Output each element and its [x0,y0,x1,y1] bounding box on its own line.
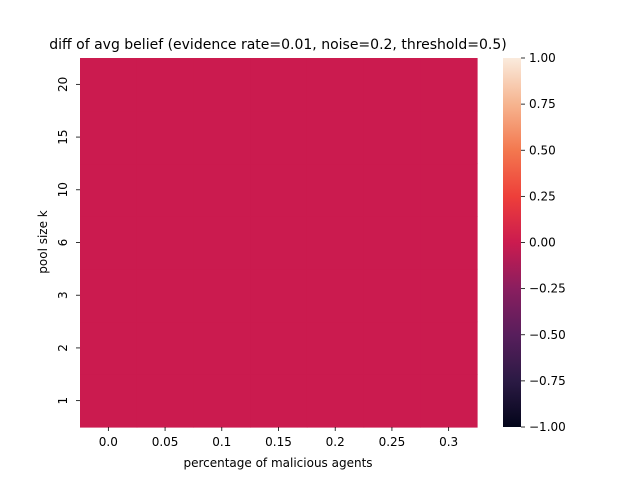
colorbar-tick-label: 0.00 [529,236,556,250]
colorbar-tick-label: 1.00 [529,51,556,65]
x-axis-label: percentage of malicious agents [183,456,372,470]
colorbar-tick-label: 0.75 [529,97,556,111]
heatmap-cell [250,216,308,270]
y-axis-label: pool size k [36,210,50,274]
heatmap-cell [193,58,251,112]
x-axis-ticks: 0.0 0.05 0.1 0.15 0.2 0.25 0.3 [99,427,458,449]
heatmap-cell [363,268,421,323]
colorbar-tick-label: −0.25 [529,282,566,296]
heatmap-cell [193,374,251,428]
heatmap-cell [80,58,138,112]
heatmap-cell [80,110,138,165]
heatmap-cell [80,321,138,375]
heatmap-cell [363,110,421,165]
heatmap-cell [193,110,251,165]
heatmap-cell [363,163,421,217]
heatmap-cell [420,268,478,323]
heatmap-cell [363,374,421,428]
heatmap-cell [306,374,365,428]
heatmap-cell [250,268,308,323]
y-tick-label: 10 [56,182,70,197]
heatmap-cell [306,110,365,165]
y-axis-ticks: 1 2 3 6 10 15 20 [56,77,80,405]
heatmap-cell [306,163,365,217]
colorbar [503,58,521,427]
heatmap-cell [420,110,478,165]
y-tick-label: 1 [56,397,70,405]
heatmap-cell [193,321,251,375]
colorbar-ticks: 1.00 0.75 0.50 0.25 0.00 −0.25 −0.50 −0.75 −1.00 [521,51,566,434]
heatmap-cell [363,321,421,375]
heatmap-cell [420,321,478,375]
colorbar-tick-label: −0.50 [529,328,566,342]
y-tick-label: 2 [56,344,70,352]
heatmap-cell [80,374,138,428]
colorbar-tick-label: −0.75 [529,374,566,388]
heatmap-cell [250,58,308,112]
x-tick-label: 0.25 [379,435,406,449]
x-tick-label: 0.15 [265,435,292,449]
colorbar-tick-label: −1.00 [529,420,566,434]
heatmap-cell [136,268,195,323]
heatmap-cell [250,110,308,165]
heatmap-cell [136,163,195,217]
y-tick-label: 6 [56,239,70,247]
heatmap-cell [136,216,195,270]
heatmap-cell [80,216,138,270]
heatmap-cell [420,216,478,270]
heatmap-cell [306,321,365,375]
heatmap-cell [250,321,308,375]
colorbar-tick-label: 0.25 [529,189,556,203]
heatmap-cell [136,374,195,428]
heatmap-cell [363,216,421,270]
heatmap-cell [250,374,308,428]
x-tick-label: 0.3 [439,435,458,449]
heatmap-cell [136,110,195,165]
heatmap-cells [80,58,478,428]
heatmap-cell [80,163,138,217]
heatmap-cell [306,216,365,270]
heatmap-cell [136,321,195,375]
x-tick-label: 0.1 [212,435,231,449]
heatmap-cell [420,163,478,217]
heatmap-cell [420,374,478,428]
heatmap-cell [193,268,251,323]
heatmap-cell [363,58,421,112]
x-tick-label: 0.05 [152,435,179,449]
heatmap-cell [136,58,195,112]
colorbar-tick-label: 0.50 [529,143,556,157]
heatmap-cell [250,163,308,217]
heatmap-cell [306,58,365,112]
y-tick-label: 3 [56,291,70,299]
heatmap-cell [193,216,251,270]
y-tick-label: 15 [56,129,70,144]
chart-title: diff of avg belief (evidence rate=0.01, … [49,37,506,53]
heatmap-cell [80,268,138,323]
x-tick-label: 0.0 [99,435,118,449]
heatmap-cell [193,163,251,217]
x-tick-label: 0.2 [326,435,345,449]
heatmap-cell [306,268,365,323]
y-tick-label: 20 [56,77,70,92]
heatmap-cell [420,58,478,112]
